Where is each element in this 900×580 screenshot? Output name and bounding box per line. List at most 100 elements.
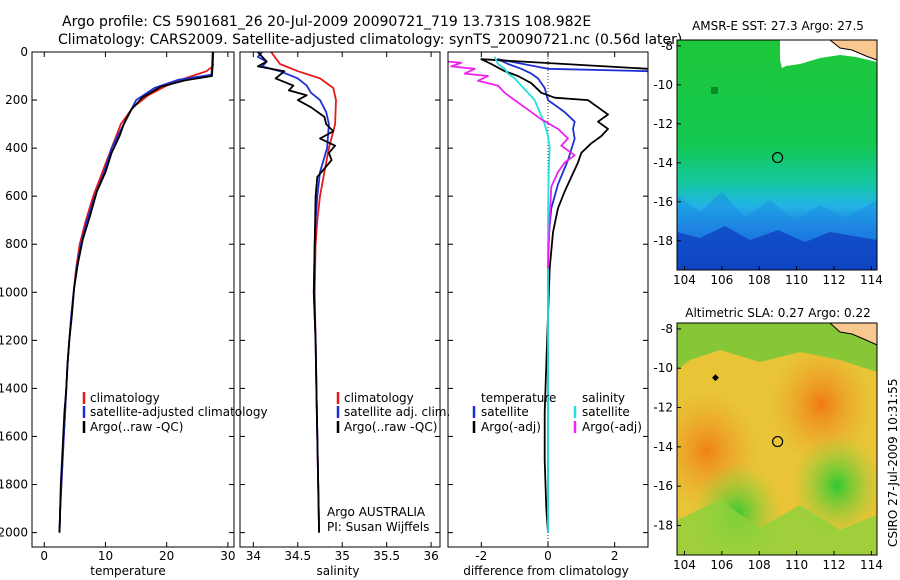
- difference-lines: [448, 56, 648, 533]
- x-tick-label: 30: [220, 549, 235, 563]
- legend-label-satellite: satellite-adjusted climatology: [90, 405, 268, 419]
- difference-axis-ticks: -2 0 2: [448, 51, 648, 563]
- y-tick-label: 400: [5, 141, 28, 155]
- map-x-tick-label: 110: [785, 273, 808, 287]
- sla-map-frame: [676, 322, 878, 556]
- y-tick-label: 1600: [0, 429, 28, 443]
- temperature-axes-frame: [31, 51, 235, 548]
- y-tick-label: 1000: [0, 285, 28, 299]
- map-y-tick-label: -12: [653, 401, 673, 415]
- sla-south-band: [677, 500, 877, 555]
- difference-legend: temperature satellite Argo(-adj) salinit…: [472, 391, 642, 434]
- salinity-axis-ticks: 34 34.5 35 35.5 36: [240, 51, 440, 563]
- sla-island-marker: ◆: [712, 373, 719, 383]
- legend-heading-salinity: salinity: [582, 391, 625, 405]
- salinity-axes-frame: [239, 51, 441, 548]
- salinity-xlabel: salinity: [316, 564, 359, 578]
- series-line-salinity-argo: [448, 60, 576, 269]
- legend-heading-temperature: temperature: [481, 391, 556, 405]
- series-line-temperature-argo: [480, 58, 648, 533]
- series-line-climatology: [58, 63, 215, 533]
- x-tick-label: 35.5: [373, 549, 400, 563]
- temperature-panel: 0 10 20 30 0 200 400 600 800 1000 1200 1400 1600 1800…: [0, 45, 268, 578]
- map-y-tick-label: -8: [661, 39, 673, 53]
- map-x-tick-label: 112: [823, 558, 846, 572]
- salinity-panel: 34 34.5 35 35.5 36 salinity climatology sate…: [239, 51, 450, 578]
- map-y-tick-label: -16: [653, 195, 673, 209]
- sla-map-field: ◆: [677, 322, 878, 555]
- legend-label-climatology: climatology: [90, 391, 160, 405]
- sst-island-marker: [711, 87, 718, 94]
- sst-map-field: [677, 39, 878, 270]
- y-tick-label: 800: [5, 237, 28, 251]
- x-tick-label: 20: [159, 549, 174, 563]
- map-x-tick-label: 104: [673, 558, 696, 572]
- x-tick-label: 34: [246, 549, 261, 563]
- legend-label-temp-argo: Argo(-adj): [481, 420, 541, 434]
- map-y-tick-label: -18: [653, 234, 673, 248]
- x-tick-label: 36: [423, 549, 438, 563]
- map-x-tick-label: 106: [710, 273, 733, 287]
- map-y-tick-label: -14: [653, 440, 673, 454]
- legend-label-salt-argo: Argo(-adj): [582, 420, 642, 434]
- map-x-tick-label: 112: [823, 273, 846, 287]
- sla-map-panel: Altimetric SLA: 0.27 Argo: 0.22 ◆ 104 106…: [653, 306, 882, 572]
- x-tick-label: 2: [611, 549, 619, 563]
- sst-argo-location-marker: [771, 151, 784, 164]
- difference-panel: -2 0 2 difference from climatology tempera…: [447, 51, 649, 578]
- x-tick-label: 0: [544, 549, 552, 563]
- figure-title-line2: Climatology: CARS2009. Satellite-adjuste…: [58, 32, 682, 48]
- map-y-tick-label: -12: [653, 117, 673, 131]
- x-tick-label: 34.5: [284, 549, 311, 563]
- map-x-tick-label: 108: [748, 558, 771, 572]
- map-y-tick-label: -10: [653, 78, 673, 92]
- map-y-tick-label: -18: [653, 519, 673, 533]
- y-tick-label: 0: [20, 45, 28, 59]
- x-tick-label: 35: [335, 549, 350, 563]
- map-x-tick-label: 106: [710, 558, 733, 572]
- map-y-tick-label: -8: [661, 322, 673, 336]
- series-line-argo: [256, 52, 336, 533]
- temperature-xlabel: temperature: [90, 564, 165, 578]
- y-tick-label: 2000: [0, 526, 28, 540]
- map-x-tick-label: 114: [860, 558, 883, 572]
- legend-label-salt-satellite: satellite: [582, 405, 630, 419]
- temperature-lines: [58, 52, 215, 533]
- sla-argo-location-marker: [771, 435, 784, 448]
- map-x-tick-label: 108: [748, 273, 771, 287]
- series-line-salinity-satellite: [493, 56, 551, 533]
- x-tick-label: 10: [98, 549, 113, 563]
- y-tick-label: 1400: [0, 381, 28, 395]
- difference-axes-frame: [447, 51, 649, 548]
- salinity-lines: [256, 52, 337, 533]
- annotation-argo-australia: Argo AUSTRALIA: [327, 505, 426, 519]
- legend-label-satellite: satellite adj. clim.: [344, 405, 450, 419]
- csiro-credit: CSIRO 27-Jul-2009 10:31:55: [886, 379, 900, 547]
- map-y-tick-label: -14: [653, 156, 673, 170]
- y-tick-label: 1800: [0, 478, 28, 492]
- y-tick-label: 600: [5, 189, 28, 203]
- sla-map-title: Altimetric SLA: 0.27 Argo: 0.22: [685, 306, 870, 320]
- legend-label-argo: Argo(..raw -QC): [90, 420, 183, 434]
- sst-map-panel: AMSR-E SST: 27.3 Argo: 27.5 104 106 108 110…: [653, 19, 882, 287]
- y-tick-label: 1200: [0, 333, 28, 347]
- series-line-argo: [58, 52, 215, 533]
- map-y-tick-label: -10: [653, 361, 673, 375]
- x-tick-label: 0: [40, 549, 48, 563]
- map-x-tick-label: 104: [673, 273, 696, 287]
- series-line-temperature-satellite: [497, 58, 648, 533]
- legend-label-climatology: climatology: [344, 391, 414, 405]
- annotation-pi: PI: Susan Wijffels: [327, 520, 429, 534]
- sst-map-ticks: 104 106 108 110 112 114 -8 -10 -12 -14 -16 -18: [653, 39, 882, 287]
- x-tick-label: -2: [475, 549, 487, 563]
- figure-title-line1: Argo profile: CS 5901681_26 20-Jul-2009 …: [62, 14, 591, 30]
- sst-map-title: AMSR-E SST: 27.3 Argo: 27.5: [692, 19, 864, 33]
- sst-map-frame: [676, 39, 878, 271]
- salinity-legend: climatology satellite adj. clim. Argo(..…: [336, 391, 450, 434]
- y-tick-label: 200: [5, 93, 28, 107]
- sla-map-ticks: 104 106 108 110 112 114 -8 -10 -12 -14 -16 -18: [653, 322, 882, 572]
- map-x-tick-label: 114: [860, 273, 883, 287]
- temperature-legend: climatology satellite-adjusted climatolo…: [82, 391, 268, 434]
- difference-xlabel: difference from climatology: [463, 564, 629, 578]
